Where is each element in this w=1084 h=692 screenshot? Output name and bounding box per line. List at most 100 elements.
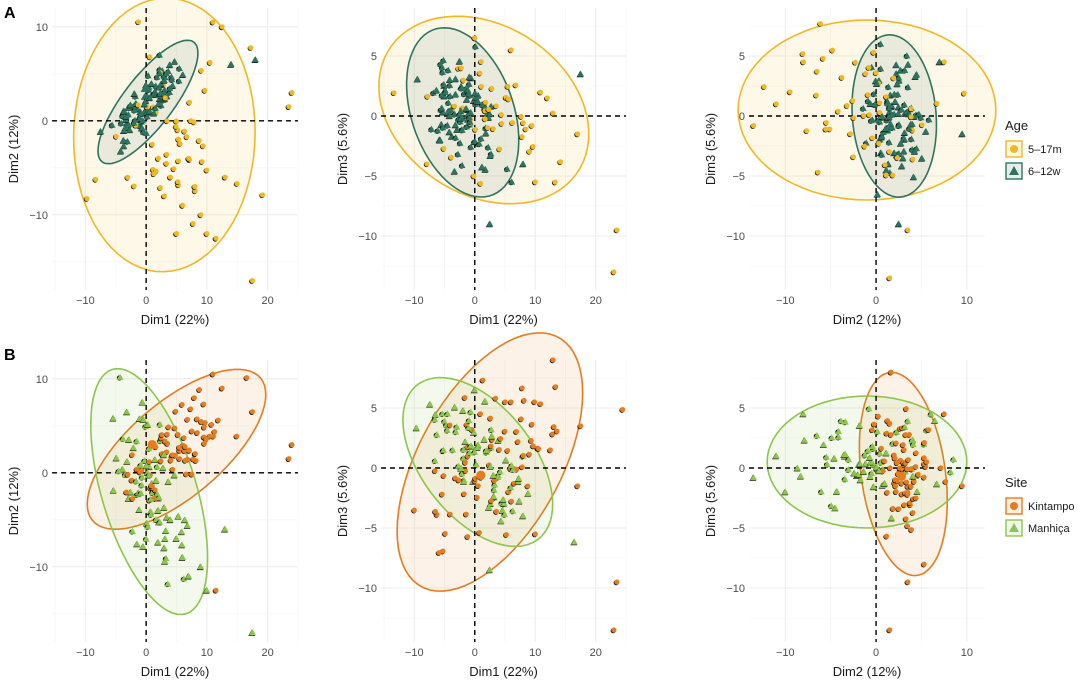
data-point: [904, 417, 912, 424]
data-point: [901, 66, 909, 73]
data-point: [901, 447, 907, 453]
data-point: [466, 73, 473, 80]
x-tick-label: 0: [143, 295, 149, 307]
data-point: [163, 513, 171, 520]
data-point: [458, 161, 466, 169]
data-point: [451, 403, 459, 410]
panel-A3: −10 0 10 −10 −5 0 5 Dim2 (12%) Dim3 (5.6%): [703, 8, 997, 327]
data-point: [887, 627, 893, 633]
data-point: [619, 407, 626, 413]
data-point: [528, 438, 534, 444]
data-point: [178, 528, 186, 535]
data-point: [211, 429, 218, 435]
data-point: [133, 540, 141, 547]
data-point: [432, 410, 440, 418]
data-point: [204, 167, 210, 173]
data-point: [882, 449, 890, 456]
data-point: [411, 507, 417, 513]
x-tick-label: 20: [590, 647, 602, 659]
data-point: [481, 165, 489, 173]
data-point: [458, 470, 466, 477]
data-point: [883, 94, 889, 100]
data-point: [196, 138, 202, 144]
data-point: [190, 221, 196, 227]
data-point: [467, 442, 474, 449]
data-point: [162, 527, 170, 534]
data-point: [448, 154, 454, 160]
data-point: [901, 101, 908, 108]
data-point: [523, 126, 529, 132]
data-point: [155, 494, 163, 501]
data-point: [163, 449, 170, 455]
data-point: [186, 99, 193, 105]
data-point: [184, 522, 191, 529]
data-point: [249, 629, 256, 636]
data-point: [441, 473, 447, 479]
data-point: [144, 523, 152, 530]
data-point: [614, 227, 620, 233]
data-point: [176, 64, 183, 72]
data-point: [515, 439, 521, 445]
data-point: [173, 408, 179, 414]
data-point: [110, 486, 118, 494]
x-axis-label: Dim1 (22%): [141, 664, 210, 679]
x-axis-label: Dim2 (12%): [833, 664, 902, 679]
data-point: [424, 93, 431, 99]
data-point: [213, 235, 219, 241]
data-point: [891, 75, 897, 81]
data-point: [490, 486, 498, 493]
data-point: [431, 457, 439, 464]
data-point: [115, 467, 123, 474]
data-point: [829, 47, 836, 53]
data-point: [414, 75, 421, 82]
data-point: [131, 106, 138, 113]
data-point: [478, 163, 486, 170]
data-point: [890, 506, 896, 512]
data-point: [166, 61, 174, 68]
data-point: [905, 227, 911, 233]
data-point: [172, 425, 178, 431]
ellipse-Kintampo: [396, 332, 584, 592]
data-point: [143, 113, 151, 120]
data-point: [169, 452, 176, 458]
data-point: [881, 479, 889, 487]
data-point: [887, 275, 893, 281]
data-point: [164, 151, 170, 158]
data-point: [130, 119, 138, 126]
data-point: [449, 446, 457, 453]
data-point: [443, 426, 451, 433]
data-point: [210, 19, 216, 25]
data-point: [161, 193, 167, 199]
legend-label: 5–17m: [1028, 144, 1062, 156]
data-point: [772, 452, 780, 459]
data-point: [530, 443, 536, 449]
data-point: [505, 83, 511, 90]
data-point: [830, 454, 838, 461]
data-point: [227, 60, 235, 67]
data-point: [452, 90, 460, 97]
data-point: [503, 165, 511, 172]
data-point: [861, 113, 867, 119]
data-point: [188, 406, 194, 412]
data-point: [524, 490, 532, 497]
x-tick-label: 10: [201, 295, 213, 307]
data-point: [481, 397, 489, 404]
data-point: [470, 428, 478, 436]
data-point: [146, 94, 154, 101]
data-point: [482, 116, 488, 122]
data-point: [194, 416, 200, 422]
data-point: [460, 454, 467, 461]
data-point: [575, 131, 581, 137]
data-point: [244, 375, 250, 381]
data-point: [213, 587, 219, 593]
data-point: [908, 483, 914, 490]
panel-label-B: B: [4, 347, 16, 364]
data-point: [201, 440, 207, 447]
data-point: [160, 451, 168, 458]
data-point: [488, 443, 494, 449]
y-tick-label: −5: [364, 171, 377, 183]
y-tick-label: −10: [29, 210, 48, 222]
data-point: [499, 120, 505, 127]
data-point: [866, 112, 872, 118]
data-point: [923, 459, 930, 465]
